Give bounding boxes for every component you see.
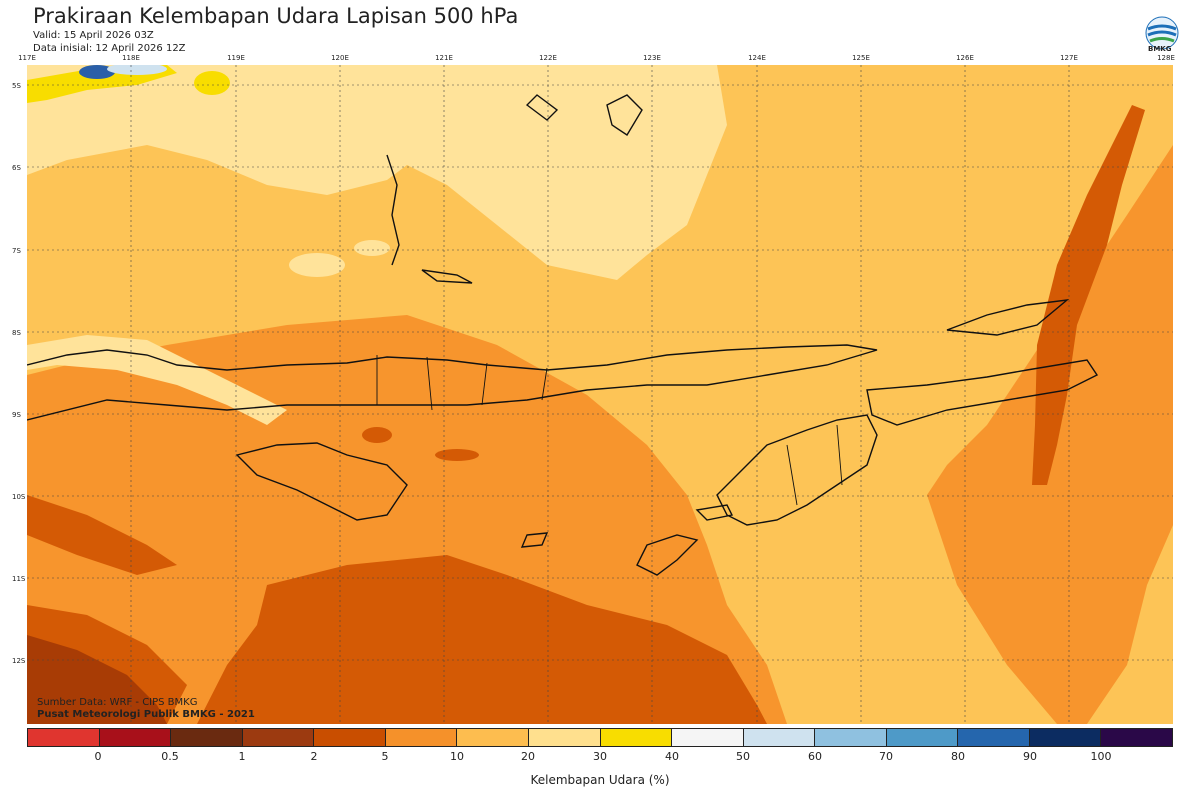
colorbar-swatch: [457, 729, 529, 746]
humidity-zone-dark: [197, 555, 767, 724]
colorbar-tick: 20: [521, 750, 535, 763]
humidity-map: [27, 65, 1173, 724]
colorbar-tick: 90: [1023, 750, 1037, 763]
lon-label: 117E: [18, 54, 36, 62]
colorbar-tick: 2: [310, 750, 318, 763]
colorbar: [27, 728, 1173, 747]
colorbar-tick: 1: [238, 750, 246, 763]
colorbar-tick: 0.5: [161, 750, 179, 763]
colorbar-swatch: [242, 729, 315, 746]
lon-label: 121E: [435, 54, 453, 62]
lat-label: 6S: [12, 164, 21, 172]
data-source: Sumber Data: WRF - CIPS BMKG: [37, 697, 198, 708]
colorbar-tick: 10: [450, 750, 464, 763]
colorbar-tick: 40: [665, 750, 679, 763]
lat-label: 7S: [12, 247, 21, 255]
colorbar-swatch: [99, 729, 172, 746]
lon-label: 122E: [539, 54, 557, 62]
lon-label: 128E: [1157, 54, 1175, 62]
bmkg-logo-icon: [1145, 16, 1179, 50]
lon-label: 126E: [956, 54, 974, 62]
province-borders: [376, 355, 843, 506]
humidity-zone-blue: [107, 65, 167, 75]
lat-label: 5S: [12, 82, 21, 90]
coastlines: [27, 94, 1099, 576]
lat-label: 12S: [12, 657, 26, 665]
humidity-zone-dark: [435, 449, 479, 461]
lat-label: 9S: [12, 411, 21, 419]
humidity-zone-dark: [1032, 105, 1145, 485]
colorbar-tick: 30: [593, 750, 607, 763]
lat-label: 8S: [12, 329, 21, 337]
humidity-zone-lightest: [354, 240, 390, 256]
humidity-zone-lightest: [27, 65, 727, 280]
colorbar-tick: 60: [808, 750, 822, 763]
lat-label: 10S: [12, 493, 26, 501]
lat-lon-grid: [27, 65, 1173, 724]
humidity-zone-dark: [27, 495, 177, 575]
colorbar-swatch: [886, 729, 959, 746]
lon-label: 119E: [227, 54, 245, 62]
lon-label: 124E: [748, 54, 766, 62]
colorbar-label: Kelembapan Udara (%): [530, 773, 670, 787]
colorbar-tick: 100: [1090, 750, 1112, 763]
lat-label: 11S: [12, 575, 26, 583]
lon-label: 123E: [643, 54, 661, 62]
colorbar-swatch: [743, 729, 816, 746]
lon-label: 127E: [1060, 54, 1078, 62]
colorbar-swatch: [1029, 729, 1102, 746]
colorbar-swatch: [672, 729, 744, 746]
humidity-zone-light: [1087, 165, 1173, 724]
colorbar-swatch: [1101, 729, 1172, 746]
humidity-zone-darkest: [27, 635, 167, 724]
colorbar-tick: 70: [879, 750, 893, 763]
map-title: Prakiraan Kelembapan Udara Lapisan 500 h…: [33, 4, 519, 28]
humidity-zone-dark: [362, 427, 392, 443]
colorbar-swatch: [385, 729, 458, 746]
lon-label: 125E: [852, 54, 870, 62]
logo-label: BMKG: [1148, 45, 1172, 53]
colorbar-tick: 50: [736, 750, 750, 763]
colorbar-swatch: [314, 729, 386, 746]
colorbar-swatch: [28, 729, 100, 746]
valid-time: Valid: 15 April 2026 03Z: [33, 30, 154, 41]
colorbar-tick: 5: [381, 750, 389, 763]
colorbar-swatch: [600, 729, 673, 746]
colorbar-tick: 0: [94, 750, 102, 763]
humidity-zone-light: [27, 65, 1173, 724]
colorbar-swatch: [528, 729, 601, 746]
colorbar-swatch: [171, 729, 243, 746]
humidity-zone-blue: [79, 65, 115, 79]
lon-label: 120E: [331, 54, 349, 62]
colorbar-swatch: [815, 729, 887, 746]
lon-label: 118E: [122, 54, 140, 62]
humidity-zone-lightest: [27, 335, 287, 425]
colorbar-swatch: [958, 729, 1030, 746]
humidity-zone-yellow: [194, 71, 230, 95]
init-time: Data inisial: 12 April 2026 12Z: [33, 43, 186, 54]
publisher-credit: Pusat Meteorologi Publik BMKG - 2021: [37, 709, 255, 720]
humidity-zone-lightest: [289, 253, 345, 277]
colorbar-tick: 80: [951, 750, 965, 763]
